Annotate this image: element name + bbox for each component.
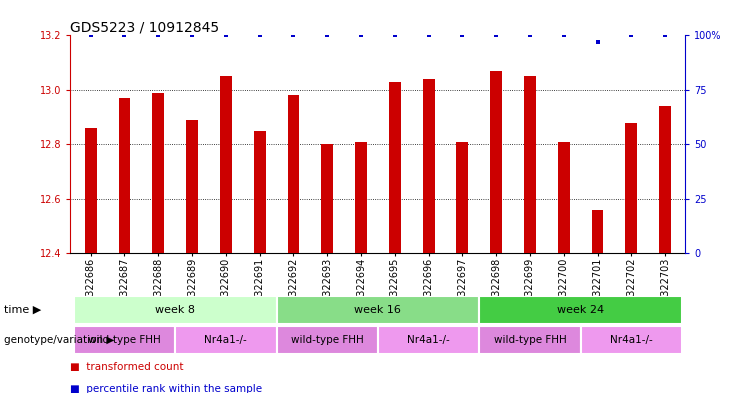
Text: wild-type FHH: wild-type FHH (291, 335, 364, 345)
Point (389, 32, 401, 39)
Bar (74, 296, 276, 324)
Bar (581, 326, 682, 354)
Bar (119, 98, 130, 253)
Text: Nr4a1-/-: Nr4a1-/- (205, 335, 247, 345)
Bar (186, 120, 198, 253)
Text: Nr4a1-/-: Nr4a1-/- (408, 335, 450, 345)
Bar (153, 93, 165, 253)
Point (591, 39, 603, 45)
Text: week 16: week 16 (354, 305, 402, 315)
Bar (276, 296, 479, 324)
Point (84, 32, 96, 39)
Point (119, 32, 130, 39)
Bar (422, 79, 434, 253)
Bar (591, 210, 603, 253)
Point (253, 32, 265, 39)
Bar (378, 326, 479, 354)
Text: wild-type FHH: wild-type FHH (494, 335, 566, 345)
Point (220, 32, 232, 39)
Bar (288, 95, 299, 253)
Point (625, 32, 637, 39)
Bar (253, 131, 265, 253)
Point (456, 32, 468, 39)
Bar (479, 326, 581, 354)
Point (322, 32, 333, 39)
Text: week 24: week 24 (557, 305, 604, 315)
Text: ■  transformed count: ■ transformed count (70, 362, 184, 372)
Text: time ▶: time ▶ (4, 305, 41, 315)
Point (186, 32, 198, 39)
Text: GDS5223 / 10912845: GDS5223 / 10912845 (70, 20, 219, 34)
Point (524, 32, 536, 39)
Bar (524, 76, 536, 253)
Point (491, 32, 502, 39)
Bar (389, 82, 401, 253)
Text: genotype/variation ▶: genotype/variation ▶ (4, 335, 114, 345)
Point (558, 32, 570, 39)
Bar (625, 123, 637, 253)
Point (153, 32, 165, 39)
Point (355, 32, 367, 39)
Bar (322, 144, 333, 253)
Bar (558, 142, 570, 253)
Bar (355, 142, 367, 253)
Point (659, 32, 671, 39)
Text: ■  percentile rank within the sample: ■ percentile rank within the sample (70, 384, 262, 393)
Bar (84, 128, 96, 253)
Bar (491, 71, 502, 253)
Point (288, 32, 299, 39)
Bar (659, 106, 671, 253)
Text: wild-type FHH: wild-type FHH (88, 335, 161, 345)
Bar (74, 326, 175, 354)
Bar (456, 142, 468, 253)
Bar (175, 326, 276, 354)
Bar (479, 296, 682, 324)
Point (422, 32, 434, 39)
Text: Nr4a1-/-: Nr4a1-/- (610, 335, 653, 345)
Bar (276, 326, 378, 354)
Text: week 8: week 8 (155, 305, 195, 315)
Bar (220, 76, 232, 253)
